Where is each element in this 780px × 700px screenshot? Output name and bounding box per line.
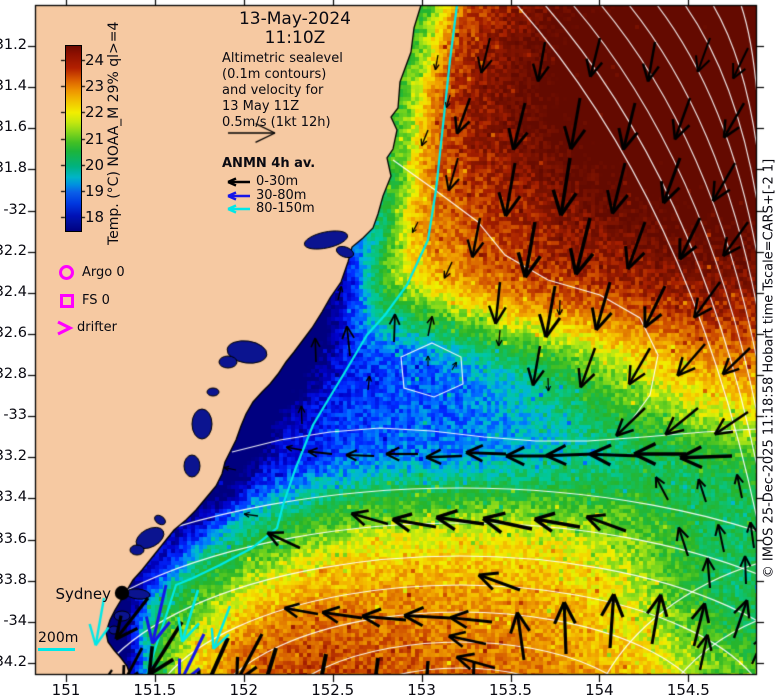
info-text-block: Altimetric sealevel (0.1m contours) and ve…: [222, 51, 343, 131]
argo-float-icon: [59, 265, 74, 280]
x-tick-label: 154.5: [666, 681, 710, 699]
platform-legend-label: Argo 0: [82, 265, 125, 280]
info-line: Altimetric sealevel: [222, 51, 343, 66]
title-time: 11:10Z: [264, 28, 326, 48]
platform-legend-item: drifter: [55, 320, 175, 338]
fs-mooring-icon: [60, 294, 74, 308]
y-tick-label: -33.8: [0, 571, 27, 588]
y-tick-label: -31.8: [0, 160, 27, 177]
colorbar-tick-label: 21: [85, 129, 105, 148]
credit-text: © IMOS 25-Dec-2025 11:18:58 Hobart time …: [761, 158, 777, 579]
title-date: 13-May-2024: [238, 9, 351, 29]
info-line: 0.5m/s (1kt 12h): [222, 115, 331, 130]
left-arrow-icon: [227, 177, 250, 187]
y-tick-label: -32: [3, 201, 27, 218]
y-tick-label: -33.2: [0, 448, 27, 465]
x-tick-label: 152.5: [311, 681, 355, 699]
left-arrow-icon: [227, 204, 250, 214]
info-line: and velocity for: [222, 83, 324, 98]
info-line: 13 May 11Z: [222, 99, 300, 114]
y-tick-label: -32.2: [0, 242, 27, 259]
colorbar-tick-label: 20: [85, 155, 105, 174]
info-line: (0.1m contours): [222, 67, 327, 82]
city-label-sydney: Sydney: [55, 585, 111, 603]
colorbar-tick-label: 22: [85, 103, 105, 122]
colorbar: [65, 45, 82, 232]
y-tick-label: -32.4: [0, 283, 27, 300]
x-tick-label: 151: [51, 681, 81, 699]
colorbar-tick-label: 19: [85, 181, 105, 200]
y-tick-label: -33.4: [0, 489, 27, 506]
isobath-legend-label: 200m: [38, 630, 79, 646]
anmn-entry-label: 80-150m: [256, 201, 315, 216]
y-tick-label: -31.6: [0, 119, 27, 136]
y-tick-label: -33: [3, 407, 27, 424]
anmn-entry-label: 0-30m: [256, 174, 299, 189]
y-tick-label: -31.2: [0, 37, 27, 53]
y-tick-label: -34: [3, 612, 27, 629]
platform-legend-item: Argo 0: [55, 265, 175, 283]
platform-legend-label: drifter: [77, 320, 117, 335]
isobath-legend-line: [38, 648, 75, 651]
anmn-entry: 0-30m: [222, 174, 352, 189]
y-tick-label: -33.6: [0, 530, 27, 547]
x-tick-label: 151.5: [133, 681, 177, 699]
x-tick-label: 153.5: [489, 681, 532, 699]
colorbar-label: Temp. (°C) NOAA_M 29% ql>=4: [106, 21, 122, 245]
y-tick-label: -31.4: [0, 78, 27, 95]
x-tick-label: 154: [585, 681, 614, 699]
colorbar-tick-label: 23: [85, 77, 105, 96]
anmn-entry-label: 30-80m: [256, 187, 307, 203]
anmn-entry: 80-150m: [222, 201, 352, 216]
anmn-entry: 30-80m: [222, 187, 352, 203]
drifter-arrow-icon: [57, 320, 74, 336]
colorbar-tick-label: 18: [85, 208, 105, 227]
y-tick-label: -34.2: [0, 653, 27, 670]
platform-legend-item: FS 0: [55, 293, 175, 311]
platform-legend-label: FS 0: [82, 293, 110, 308]
colorbar-tick-label: 24: [85, 51, 105, 69]
y-tick-label: -32.6: [0, 324, 27, 341]
x-tick-label: 153: [407, 681, 436, 699]
anmn-legend: ANMN 4h av. 0-30m 30-80m 80-150m: [222, 156, 352, 226]
x-tick-label: 152: [229, 681, 259, 699]
left-arrow-icon: [227, 190, 250, 201]
anmn-legend-title: ANMN 4h av.: [222, 156, 316, 171]
y-tick-label: -32.8: [0, 366, 27, 383]
